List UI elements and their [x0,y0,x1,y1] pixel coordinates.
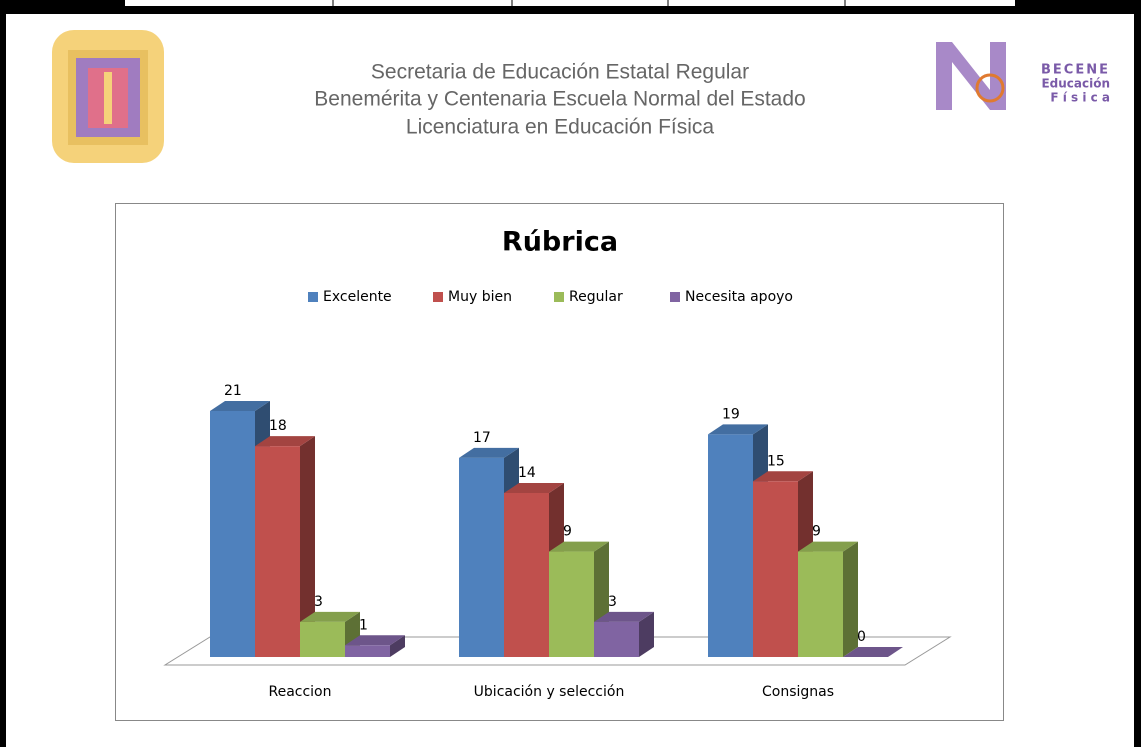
legend-label: Regular [569,289,623,305]
table-fragment [125,0,1015,6]
bar-front [300,621,345,657]
left-logo [52,30,164,163]
bar-top [255,436,315,447]
bar-top [459,447,519,458]
legend-label: Muy bien [448,289,512,305]
category-label: Ubicación y selección [474,684,625,700]
data-label: 17 [473,430,491,446]
bar-front [210,411,255,657]
legend-label: Excelente [323,289,392,305]
right-logo [936,42,1006,110]
bar-top [843,647,903,657]
chart-title: Rúbrica [502,227,618,258]
logo-text: F í s i c a [1050,91,1110,105]
bar-side [300,436,315,657]
data-label: 14 [518,465,536,481]
bar-front [255,446,300,657]
legend-swatch [554,292,564,302]
legend-swatch [433,292,443,302]
bar-top [594,611,654,622]
bar-top [708,424,768,435]
data-label: 21 [224,383,242,399]
bar [300,611,360,657]
legend-swatch [670,292,680,302]
legend-label: Necesita apoyo [685,289,793,305]
bar-top [549,541,609,552]
bar-top [210,401,270,411]
legend-swatch [308,292,318,302]
category-label: Consignas [762,684,834,700]
data-label: 9 [812,524,821,540]
bar [843,647,903,657]
bar-side [843,541,858,657]
header-line: Benemérita y Centenaria Escuela Normal d… [314,88,805,111]
data-label: 15 [767,453,785,469]
bar [255,436,315,657]
header-line: Licenciatura en Educación Física [406,116,714,139]
bar-front [345,645,390,657]
bar-side [639,611,654,657]
category-label: Reaccion [268,684,331,700]
data-label: 19 [722,406,740,422]
bar-top [753,471,813,482]
bar-top [345,635,405,646]
data-label: 1 [359,617,368,633]
bar-front [549,551,594,657]
logo-text: Educación [1041,77,1110,91]
bar [798,541,858,657]
bar-top [504,483,564,493]
bar [594,611,654,657]
bar-top [798,541,858,552]
data-label: 0 [857,629,866,645]
bar-top [300,611,360,622]
bar-front [753,481,798,657]
bar-front [459,457,504,657]
data-label: 3 [608,594,617,610]
bar [345,635,405,657]
data-label: 3 [314,594,323,610]
bar-front [504,493,549,657]
table-lines [332,0,846,6]
bar-front [798,551,843,657]
data-label: 9 [563,524,572,540]
bar-front [708,434,753,657]
header-line: Secretaria de Educación Estatal Regular [371,61,749,84]
data-label: 18 [269,418,287,434]
logo-text: BECENE [1041,63,1110,78]
bar-front [594,621,639,657]
bar-side [390,635,405,657]
